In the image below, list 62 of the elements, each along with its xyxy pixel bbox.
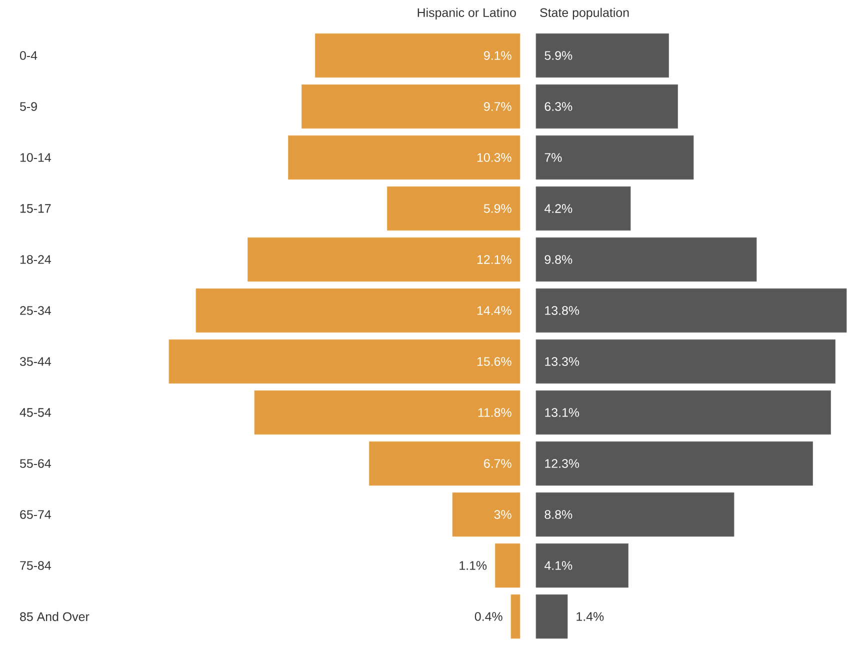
y-tick-label: 85 And Over [20,612,90,622]
bar [196,288,520,333]
data-label: 9.8% [544,255,572,264]
y-tick-label: 55-64 [20,459,51,468]
bar [536,33,669,78]
data-label: 6.3% [544,102,572,111]
data-label: 5.9% [544,51,572,60]
bar [495,543,520,588]
data-label: 9.1% [484,51,512,60]
bar [452,492,520,537]
y-tick-label: 0-4 [20,51,38,60]
bar [315,33,520,78]
bar [387,186,520,231]
data-label: 8.8% [544,510,572,519]
bar [536,186,631,231]
data-label: 4.2% [544,204,572,213]
bar [536,390,831,435]
data-label: 10.3% [477,153,512,162]
data-label: 14.4% [477,306,512,315]
data-label: 5.9% [484,204,512,213]
data-label: 11.8% [478,408,512,417]
bar [288,135,520,180]
y-tick-label: 25-34 [20,306,51,315]
data-label: 0.4% [474,612,502,621]
bar [254,390,520,435]
bar [369,441,520,486]
bar [536,339,836,384]
bar [536,288,847,333]
bar [302,84,520,129]
chart-title: Hispanic or Latino [418,8,516,20]
bar [536,543,628,588]
bar [536,441,813,486]
data-label: 13.1% [545,408,580,417]
data-label: 12.3% [545,459,580,468]
chart-title: State population [540,8,629,20]
y-tick-label: 45-54 [20,408,51,417]
bar [536,237,757,282]
y-tick-label: 35-44 [20,357,51,366]
y-tick-label: 18-24 [20,255,51,264]
data-label: 1.1% [460,561,487,570]
bar [248,237,520,282]
data-label: 9.7% [484,102,512,111]
y-tick-label: 15-17 [20,204,51,213]
y-tick-label: 75-84 [20,561,51,570]
bar [536,135,694,180]
bar [168,339,520,384]
data-label: 1.4% [576,612,604,621]
y-tick-label: 5-9 [20,102,37,111]
data-label: 7% [544,153,562,162]
data-label: 15.6% [477,357,512,366]
bar [536,492,734,537]
data-label: 3% [494,510,512,519]
y-tick-label: 65-74 [20,510,51,519]
bar [536,84,678,129]
data-label: 13.8% [545,306,580,315]
bar [510,594,520,639]
data-label: 12.1% [477,255,512,264]
y-tick-label: 10-14 [20,153,51,162]
bar [536,594,568,639]
data-label: 13.3% [545,357,580,366]
data-label: 4.1% [544,561,572,570]
data-label: 6.7% [484,459,512,468]
